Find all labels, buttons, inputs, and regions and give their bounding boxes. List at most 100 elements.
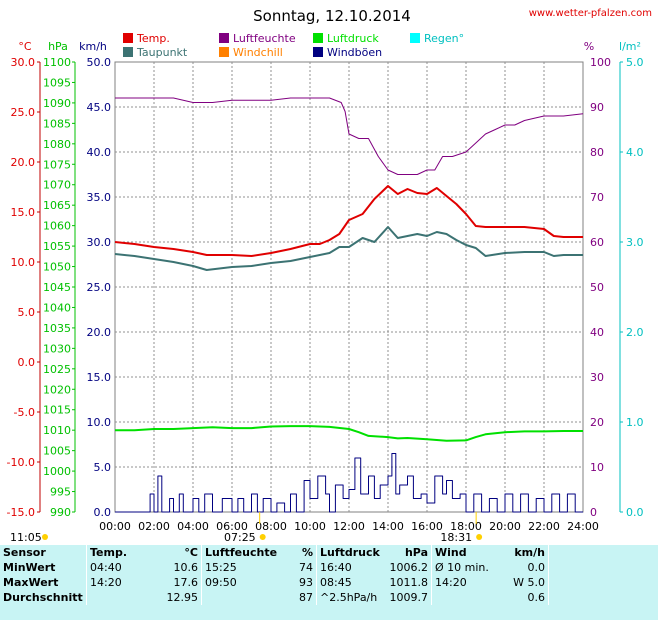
header-humidity-unit: % [301,546,313,559]
stats-table: Sensor Temp. °C Luftfeuchte % Luftdruck … [0,545,658,605]
cell: 87 [299,591,313,604]
x-tick-label: 18:00 [450,520,482,533]
temp-tick-label: -15.0 [7,506,35,519]
humidity-tick-label: 60 [590,236,604,249]
cell [86,590,149,605]
wind-tick-label: 25.0 [87,281,112,294]
sun-icon [42,534,48,540]
legend-label: Temp. [136,32,170,45]
site-url: www.wetter-pfalzen.com [529,8,652,19]
pressure-tick-label: 1055 [43,240,71,253]
legend-swatch [219,33,229,43]
row-label: MaxWert [3,576,59,589]
wind-tick-label: 30.0 [87,236,112,249]
temp-tick-label: 5.0 [18,306,36,319]
humidity-tick-label: 100 [590,56,611,69]
header-temp: Temp. [86,545,149,560]
wind-tick-label: 45.0 [87,101,112,114]
cell: 1011.8 [389,576,429,589]
cell: 08:45 [316,575,385,590]
humidity-tick-label: 80 [590,146,604,159]
pressure-tick-label: 1015 [43,404,71,417]
rain-unit-label: l/m² [619,40,641,53]
x-tick-label: 08:00 [255,520,287,533]
sunset-icon [476,534,483,540]
pressure-tick-label: 1080 [43,138,71,151]
pressure-tick-label: 1040 [43,301,71,314]
stats-spacer [548,575,658,590]
pressure-tick-label: 1075 [43,158,71,171]
cell: 0.6 [527,591,546,604]
legend-label: Regen° [424,32,464,45]
cell: 93 [299,576,313,589]
cell: 15:25 [201,560,288,575]
wind-tick-label: 5.0 [94,461,112,474]
cell: 10.6 [173,561,199,574]
pressure-tick-label: 995 [50,486,71,499]
pressure-tick-label: 1065 [43,199,71,212]
rain-tick-label: 3.0 [626,236,644,249]
header-pressure: Luftdruck [316,545,385,560]
temp-tick-label: 25.0 [11,106,36,119]
legend-swatch [123,33,133,43]
cell: 04:40 [86,560,149,575]
cell [201,590,288,605]
header-humidity: Luftfeuchte [201,545,288,560]
stats-spacer [548,560,658,575]
sunrise-time: 07:25 [224,531,256,544]
pressure-tick-label: 1050 [43,261,71,274]
legend-label: Windchill [233,46,283,59]
temp-tick-label: 30.0 [11,56,36,69]
x-tick-label: 16:00 [411,520,443,533]
humidity-tick-label: 30 [590,371,604,384]
cell: 17.6 [173,576,199,589]
series-line [115,97,584,175]
x-tick-label: 06:00 [216,520,248,533]
pressure-tick-label: 1095 [43,76,71,89]
header-wind-unit: km/h [514,546,545,559]
wind-tick-label: 0.0 [94,506,112,519]
humidity-unit-label: % [584,40,594,53]
table-row: MinWert 04:40 10.6 15:25 74 16:40 1006.2… [0,560,658,575]
rain-tick-label: 4.0 [626,146,644,159]
legend-swatch [313,47,323,57]
pressure-tick-label: 1000 [43,465,71,478]
x-tick-label: 12:00 [333,520,365,533]
pressure-tick-label: 1085 [43,117,71,130]
sunrise-icon [259,534,266,540]
grid-horizontal [115,106,583,468]
pressure-tick-label: 1045 [43,281,71,294]
legend-label: Luftfeuchte [233,32,296,45]
cell: 1006.2 [389,561,429,574]
stats-spacer [548,545,658,560]
header-sensor: Sensor [3,546,46,559]
wind-tick-label: 35.0 [87,191,112,204]
temp-tick-label: 0.0 [18,356,36,369]
pressure-tick-label: 1100 [43,56,71,69]
legend-swatch [410,33,420,43]
humidity-tick-label: 70 [590,191,604,204]
cell [431,590,494,605]
humidity-tick-label: 0 [590,506,597,519]
daylight-duration: 11:05 [10,531,42,544]
row-label: Durchschnitt [3,591,83,604]
cell: Ø 10 min. [431,560,494,575]
x-tick-label: 22:00 [528,520,560,533]
humidity-tick-label: 10 [590,461,604,474]
x-tick-label: 02:00 [138,520,170,533]
wind-tick-label: 10.0 [87,416,112,429]
x-tick-label: 04:00 [177,520,209,533]
series-line [114,185,583,257]
table-row: Durchschnitt 12.95 87 ^2.5hPa/h 1009.7 0… [0,590,658,605]
cell: 1009.7 [389,591,429,604]
rain-tick-label: 2.0 [626,326,644,339]
table-row: MaxWert 14:20 17.6 09:50 93 08:45 1011.8… [0,575,658,590]
legend-label: Taupunkt [136,46,188,59]
temp-tick-label: -5.0 [14,406,35,419]
series-line [115,425,583,442]
pressure-tick-label: 1060 [43,220,71,233]
legend-swatch [219,47,229,57]
x-tick-label: 20:00 [489,520,521,533]
temp-unit-label: °C [18,40,32,53]
cell: W 5.0 [513,576,545,589]
